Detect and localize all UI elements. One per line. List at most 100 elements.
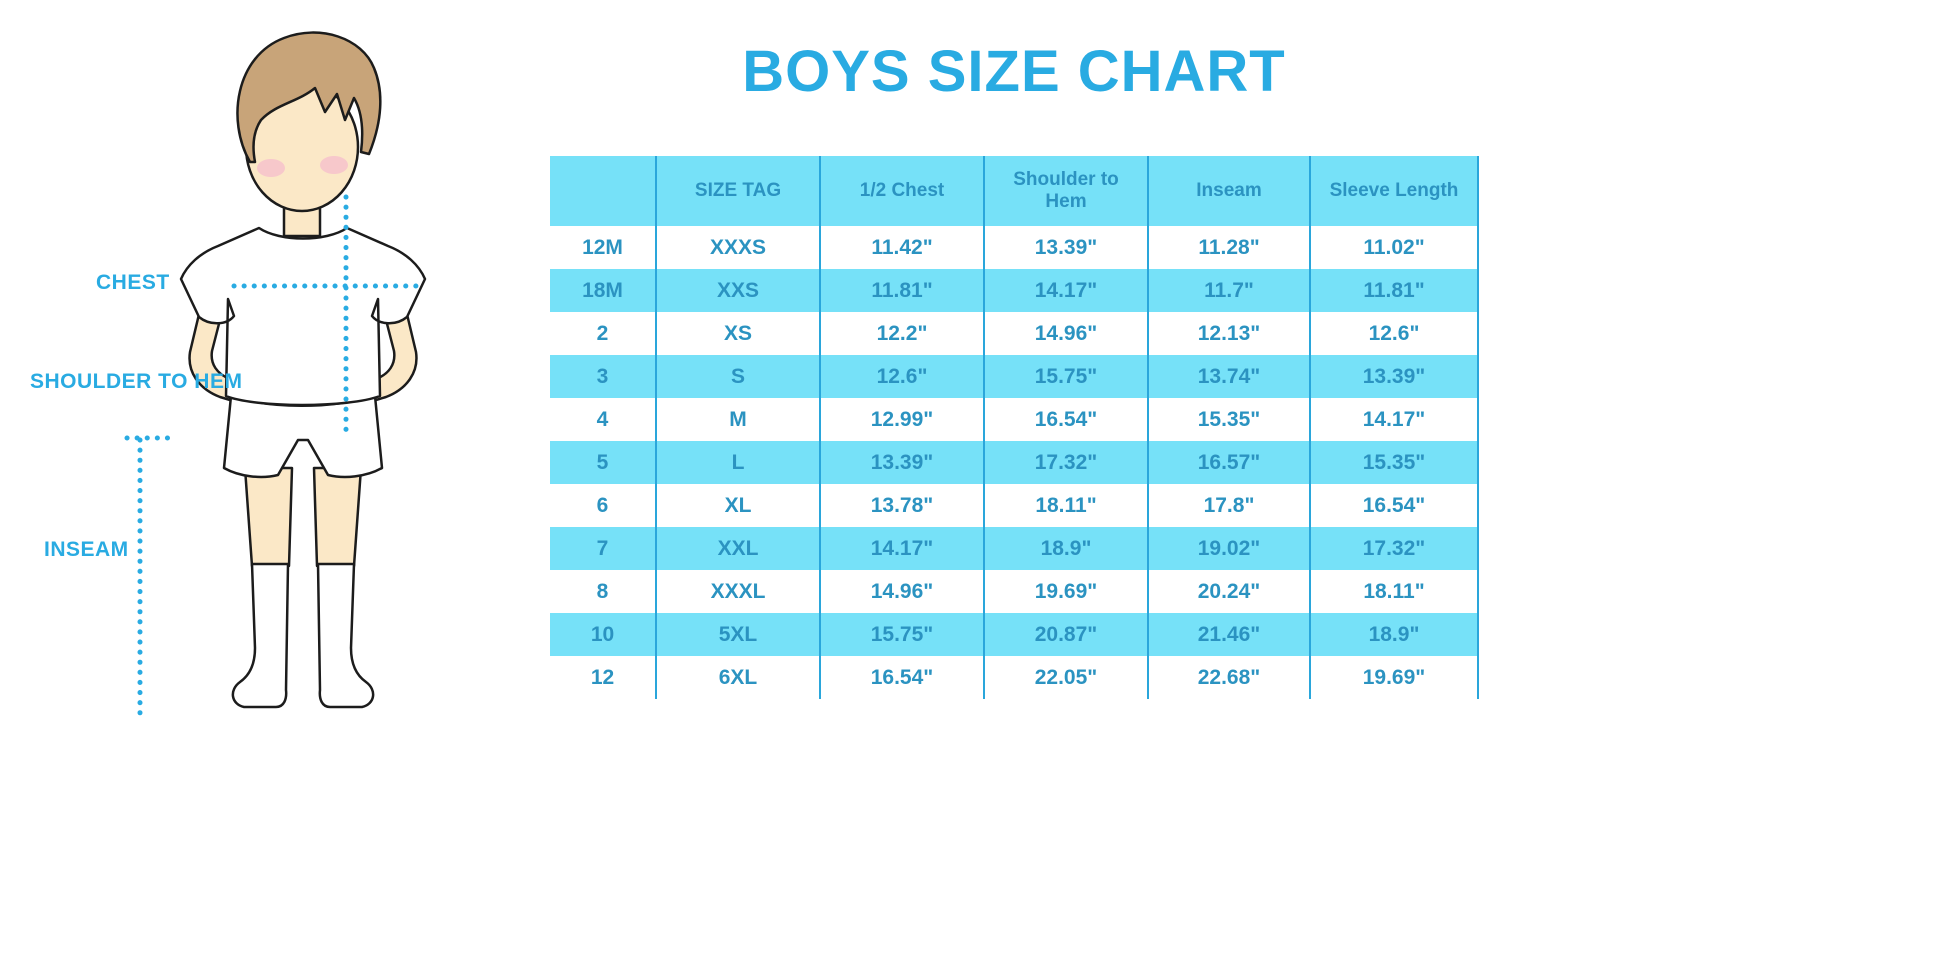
table-row: 10 5XL 15.75" 20.87" 21.46" 18.9"	[550, 613, 1479, 656]
measurement-cell: 11.81"	[1310, 269, 1479, 312]
table-row: 2 XS 12.2" 14.96" 12.13" 12.6"	[550, 312, 1479, 355]
table-row: 5 L 13.39" 17.32" 16.57" 15.35"	[550, 441, 1479, 484]
measurement-cell: 17.32"	[984, 441, 1149, 484]
table-row: 18M XXS 11.81" 14.17" 11.7" 11.81"	[550, 269, 1479, 312]
measurement-cell: 22.68"	[1148, 656, 1311, 699]
boy-cheek-left	[257, 159, 285, 177]
chest-label: CHEST	[96, 271, 170, 294]
measurement-cell: 13.78"	[820, 484, 985, 527]
measurement-cell: 22.05"	[984, 656, 1149, 699]
measurement-cell: 17.8"	[1148, 484, 1311, 527]
measurement-cell: 17.32"	[1310, 527, 1479, 570]
measurement-cell: 18.11"	[984, 484, 1149, 527]
measurement-cell: M	[656, 398, 821, 441]
measurement-cell: 14.17"	[984, 269, 1149, 312]
header-size-tag: SIZE TAG	[656, 156, 821, 226]
boy-leg-right	[312, 466, 363, 568]
measurement-cell: 15.75"	[984, 355, 1149, 398]
size-cell: 8	[550, 570, 657, 613]
header-size	[550, 156, 657, 226]
measurement-cell: 11.42"	[820, 226, 985, 269]
table-row: 12M XXXS 11.42" 13.39" 11.28" 11.02"	[550, 226, 1479, 269]
header-sleeve-length: Sleeve Length	[1310, 156, 1479, 226]
boy-shorts	[222, 394, 384, 479]
measurement-cell: 16.54"	[820, 656, 985, 699]
inseam-label: INSEAM	[44, 538, 129, 561]
measurement-cell: XS	[656, 312, 821, 355]
size-cell: 10	[550, 613, 657, 656]
measurement-cell: XXXS	[656, 226, 821, 269]
boy-sock-left	[231, 562, 290, 709]
measurement-cell: S	[656, 355, 821, 398]
boy-shirt	[179, 226, 427, 407]
measurement-cell: XXXL	[656, 570, 821, 613]
table-row: 3 S 12.6" 15.75" 13.74" 13.39"	[550, 355, 1479, 398]
header-half-chest: 1/2 Chest	[820, 156, 985, 226]
size-cell: 5	[550, 441, 657, 484]
measurement-diagram: CHEST SHOULDER TO HEM INSEAM	[0, 0, 500, 760]
measurement-cell: 13.39"	[1310, 355, 1479, 398]
measurement-cell: XXS	[656, 269, 821, 312]
measurement-cell: L	[656, 441, 821, 484]
measurement-cell: 15.75"	[820, 613, 985, 656]
measurement-cell: 13.39"	[984, 226, 1149, 269]
table-row: 12 6XL 16.54" 22.05" 22.68" 19.69"	[550, 656, 1479, 699]
header-inseam: Inseam	[1148, 156, 1311, 226]
size-table-body: 12M XXXS 11.42" 13.39" 11.28" 11.02" 18M XXS 11.…	[550, 226, 1479, 699]
size-cell: 12M	[550, 226, 657, 269]
measurement-cell: 20.24"	[1148, 570, 1311, 613]
measurement-cell: 6XL	[656, 656, 821, 699]
measurement-cell: 14.17"	[820, 527, 985, 570]
size-chart-table-wrap: SIZE TAG 1/2 Chest Shoulder to Hem Insea…	[550, 156, 1479, 699]
measurement-cell: 11.7"	[1148, 269, 1311, 312]
table-row: 6 XL 13.78" 18.11" 17.8" 16.54"	[550, 484, 1479, 527]
table-row: 8 XXXL 14.96" 19.69" 20.24" 18.11"	[550, 570, 1479, 613]
measurement-cell: 19.69"	[984, 570, 1149, 613]
measurement-cell: 21.46"	[1148, 613, 1311, 656]
boy-leg-left	[243, 466, 294, 568]
measurement-cell: 13.74"	[1148, 355, 1311, 398]
measurement-cell: 16.54"	[984, 398, 1149, 441]
measurement-cell: 19.69"	[1310, 656, 1479, 699]
measurement-cell: 12.6"	[1310, 312, 1479, 355]
table-row: 4 M 12.99" 16.54" 15.35" 14.17"	[550, 398, 1479, 441]
shoulder-to-hem-label: SHOULDER TO HEM	[30, 370, 243, 393]
measurement-cell: XL	[656, 484, 821, 527]
size-cell: 4	[550, 398, 657, 441]
measurement-cell: XXL	[656, 527, 821, 570]
size-cell: 2	[550, 312, 657, 355]
measurement-cell: 11.02"	[1310, 226, 1479, 269]
measurement-cell: 13.39"	[820, 441, 985, 484]
measurement-cell: 12.2"	[820, 312, 985, 355]
measurement-cell: 16.57"	[1148, 441, 1311, 484]
measurement-cell: 5XL	[656, 613, 821, 656]
size-cell: 7	[550, 527, 657, 570]
measurement-cell: 12.6"	[820, 355, 985, 398]
measurement-cell: 20.87"	[984, 613, 1149, 656]
measurement-cell: 14.96"	[984, 312, 1149, 355]
measurement-cell: 18.9"	[1310, 613, 1479, 656]
table-row: 7 XXL 14.17" 18.9" 19.02" 17.32"	[550, 527, 1479, 570]
measurement-cell: 16.54"	[1310, 484, 1479, 527]
size-cell: 6	[550, 484, 657, 527]
measurement-cell: 18.11"	[1310, 570, 1479, 613]
measurement-cell: 14.96"	[820, 570, 985, 613]
size-cell: 18M	[550, 269, 657, 312]
size-cell: 12	[550, 656, 657, 699]
page-title: BOYS SIZE CHART	[742, 39, 1286, 104]
header-shoulder-to-hem: Shoulder to Hem	[984, 156, 1149, 226]
boy-cheek-right	[320, 156, 348, 174]
boy-hair	[236, 31, 382, 164]
boy-sock-right	[316, 562, 375, 709]
measurement-cell: 11.28"	[1148, 226, 1311, 269]
measurement-cell: 11.81"	[820, 269, 985, 312]
measurement-cell: 19.02"	[1148, 527, 1311, 570]
measurement-cell: 15.35"	[1148, 398, 1311, 441]
measurement-cell: 12.99"	[820, 398, 985, 441]
measurement-cell: 14.17"	[1310, 398, 1479, 441]
boy-measurement-illustration	[124, 31, 427, 719]
measurement-cell: 18.9"	[984, 527, 1149, 570]
size-cell: 3	[550, 355, 657, 398]
table-header-row: SIZE TAG 1/2 Chest Shoulder to Hem Insea…	[550, 156, 1479, 226]
measurement-cell: 15.35"	[1310, 441, 1479, 484]
